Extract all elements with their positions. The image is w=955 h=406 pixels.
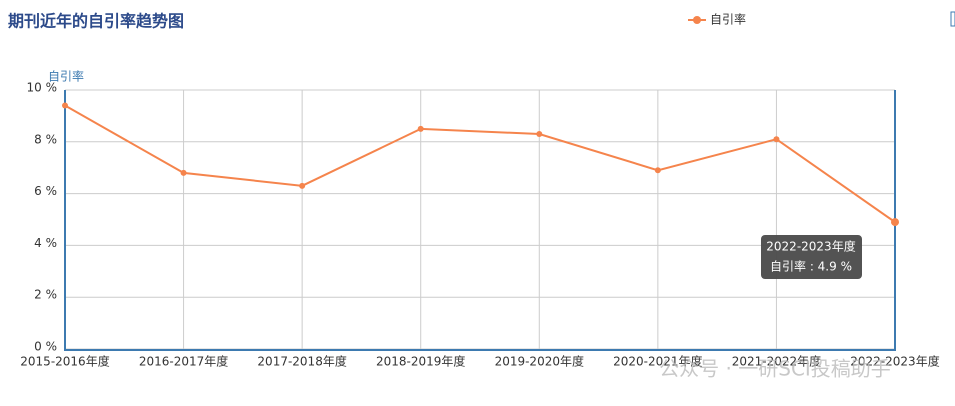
plot: 0 % 2 % 4 % 6 % 8 % 10 % 2015-2016年度 2016-2017年… <box>20 81 939 369</box>
point <box>180 169 187 176</box>
x-tick-label: 2017-2018年度 <box>257 354 346 369</box>
x-tick-label: 2020-2021年度 <box>613 354 702 369</box>
point <box>62 102 68 109</box>
y-tick-label: 2 % <box>34 288 57 302</box>
y-tick-label: 8 % <box>34 132 57 146</box>
x-tick-label: 2021-2022年度 <box>732 354 821 369</box>
point <box>536 131 543 138</box>
point <box>891 218 899 227</box>
x-tick-label: 2022-2023年度 <box>850 354 939 369</box>
x-tick-label: 2015-2016年度 <box>20 354 109 369</box>
point <box>299 182 306 189</box>
point <box>417 125 424 132</box>
y-tick-label: 0 % <box>34 340 57 354</box>
line <box>64 104 896 223</box>
point <box>654 167 661 174</box>
point <box>773 136 780 143</box>
chart-title: 期刊近年的自引率趋势图 <box>8 12 184 31</box>
legend-marker <box>693 16 701 24</box>
y-tick-label: 4 % <box>34 236 57 250</box>
x-tick-label: 2016-2017年度 <box>139 354 228 369</box>
tooltip-box <box>761 235 862 279</box>
y-tick-label: 10 % <box>27 81 58 95</box>
tooltip-text: 自引率 : 4.9 % <box>770 259 852 274</box>
watermark: 公众号 · 一研SCI投稿助手 <box>659 357 891 381</box>
tooltip-title: 2022-2023年度 <box>766 239 855 254</box>
x-tick-label: 2019-2020年度 <box>495 354 584 369</box>
legend-label: 自引率 <box>710 12 746 27</box>
x-tick-label: 2018-2019年度 <box>376 354 465 369</box>
toolbox-edge[interactable] <box>950 11 955 27</box>
y-tick-label: 6 % <box>34 184 57 198</box>
y-axis-label: 自引率 <box>48 69 84 84</box>
